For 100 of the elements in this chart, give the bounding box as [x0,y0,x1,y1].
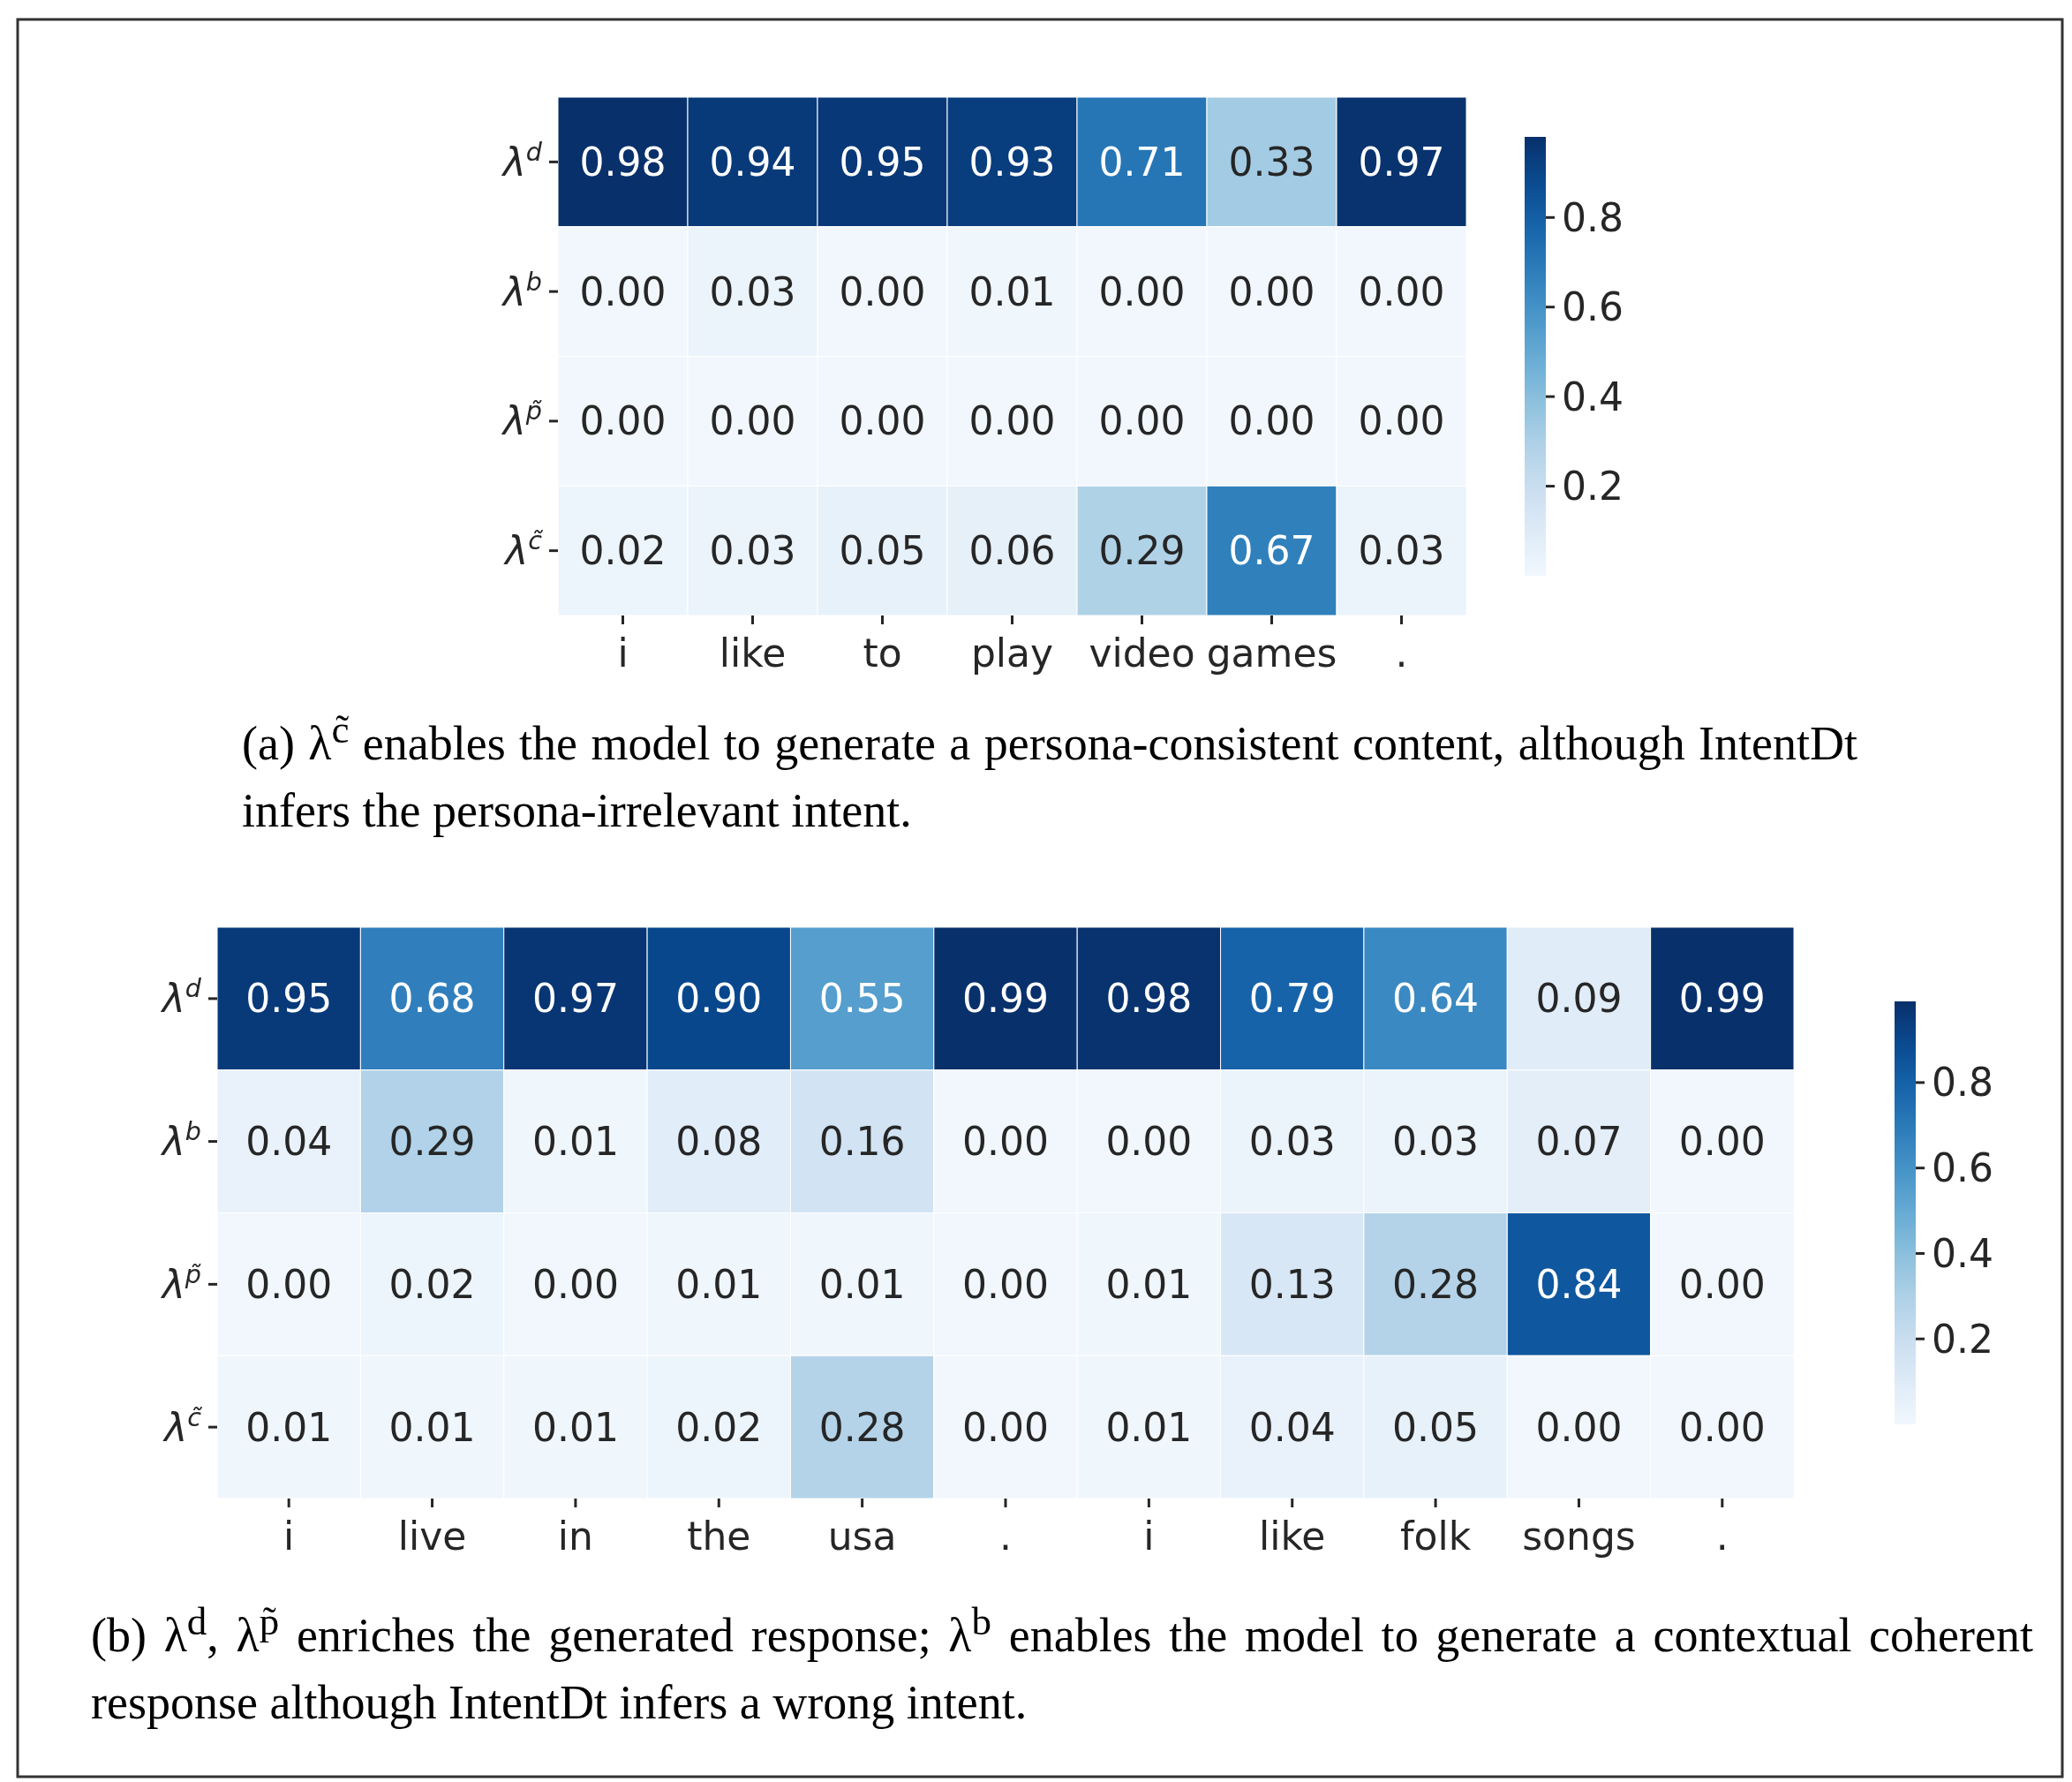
text: (b) λ$^{d}$, λ$^{p̃}$ enriches the generated response; λ$^{b}$ enables the model to generate a contextual coherent response although IntentDt infers a wrong intent. [91,1598,2033,1731]
x-tick-label: . [999,1514,1012,1559]
data-label: 0.28 [1392,1261,1480,1307]
x-tick-label: folk [1400,1514,1472,1559]
data-label: 0.07 [1535,1119,1623,1165]
x-tick-label: to [863,630,902,676]
data-label: 0.09 [1535,976,1623,1022]
data-label: 0.29 [1098,528,1186,574]
data-label: 0.03 [709,268,796,314]
y-tick-label: λ$^{p̃}$ [501,396,542,444]
data-label: 0.97 [1358,139,1445,185]
data-label: 0.13 [1248,1261,1336,1307]
data-label: 0.68 [388,976,476,1022]
x-tick-label: songs [1522,1514,1636,1559]
data-label: 0.01 [968,268,1056,314]
color-bar-label: 0.2 [1562,463,1624,509]
x-tick-label: video [1089,630,1195,676]
data-label: 0.71 [1098,139,1186,185]
data-label: 0.00 [1678,1404,1766,1450]
data-label: 0.01 [245,1404,333,1450]
color-bar-label: 0.8 [1932,1060,1993,1106]
data-label: 0.02 [675,1404,763,1450]
data-label: 0.00 [531,1261,619,1307]
data-label: 0.95 [839,139,926,185]
x-tick-label: like [719,630,787,676]
y-tick-label: λ$^{d}$ [160,973,202,1022]
data-label: 0.00 [962,1404,1049,1450]
data-label: 0.03 [709,528,796,574]
data-label: 0.04 [245,1119,333,1165]
color-bar-label: 0.4 [1932,1230,1993,1276]
x-tick-label: usa [827,1514,897,1559]
data-label: 0.04 [1248,1404,1336,1450]
data-label: 0.16 [818,1119,906,1165]
x-tick-label: i [283,1514,295,1559]
data-label: 0.00 [1228,398,1315,444]
data-label: 0.55 [818,976,906,1022]
data-label: 0.00 [579,398,667,444]
data-label: 0.00 [1228,268,1315,314]
y-tick-label: λ$^{b}$ [501,266,542,314]
data-label: 0.90 [675,976,763,1022]
data-label: 0.95 [245,976,333,1022]
data-label: 0.02 [579,528,667,574]
data-label: 0.00 [839,268,926,314]
data-label: 0.00 [962,1119,1049,1165]
data-label: 0.01 [388,1404,476,1450]
data-label: 0.00 [709,398,796,444]
data-label: 0.84 [1535,1261,1623,1307]
data-label: 0.00 [1098,268,1186,314]
data-label: 0.03 [1392,1119,1480,1165]
data-label: 0.93 [968,139,1056,185]
y-tick-label: λ$^{p̃}$ [160,1258,201,1307]
data-label: 0.02 [388,1261,476,1307]
data-label: 0.98 [579,139,667,185]
data-label: 0.00 [962,1261,1049,1307]
data-label: 0.00 [1678,1261,1766,1307]
data-label: 0.01 [531,1404,619,1450]
data-label: 0.00 [1358,398,1445,444]
data-label: 0.08 [675,1119,763,1165]
text: (a) λ$^{c̃}$ enables the model to generate a persona-consistent content, although IntentDt infers the persona-irrelevant intent. [242,706,1858,839]
x-tick-label: live [397,1514,467,1559]
data-label: 0.03 [1358,528,1445,574]
data-label: 0.01 [1105,1261,1193,1307]
data-label: 0.00 [579,268,667,314]
data-label: 0.03 [1248,1119,1336,1165]
data-label: 0.01 [818,1261,906,1307]
y-tick-label: λ$^{c̃}$ [503,525,544,574]
y-tick-label: λ$^{d}$ [501,136,543,185]
x-tick-label: like [1259,1514,1326,1559]
x-tick-label: in [557,1514,593,1559]
data-label: 0.67 [1228,528,1315,574]
color-bar-label: 0.6 [1932,1145,1993,1191]
data-label: 0.29 [388,1119,476,1165]
data-label: 0.00 [968,398,1056,444]
data-label: 0.00 [1678,1119,1766,1165]
data-label: 0.00 [839,398,926,444]
data-label: 0.33 [1228,139,1315,185]
x-tick-label: games [1206,630,1337,676]
data-label: 0.99 [962,976,1049,1022]
data-label: 0.06 [968,528,1056,574]
x-tick-label: i [617,630,629,676]
x-tick-label: . [1395,630,1408,676]
data-label: 0.00 [1358,268,1445,314]
data-label: 0.28 [818,1404,906,1450]
data-label: 0.05 [839,528,926,574]
color-bar-label: 0.2 [1932,1316,1993,1362]
y-tick-label: λ$^{c̃}$ [162,1401,203,1450]
y-tick-label: λ$^{b}$ [160,1116,201,1165]
data-label: 0.01 [1105,1404,1193,1450]
color-bar-label: 0.6 [1562,284,1624,330]
data-label: 0.00 [1105,1119,1193,1165]
data-label: 0.01 [675,1261,763,1307]
x-tick-label: the [687,1514,751,1559]
data-label: 0.05 [1392,1404,1480,1450]
color-bar-label: 0.4 [1562,374,1624,419]
data-label: 0.00 [1098,398,1186,444]
data-label: 0.99 [1678,976,1766,1022]
data-label: 0.94 [709,139,796,185]
data-label: 0.01 [531,1119,619,1165]
color-bar-label: 0.8 [1562,194,1624,240]
data-label: 0.00 [1535,1404,1623,1450]
